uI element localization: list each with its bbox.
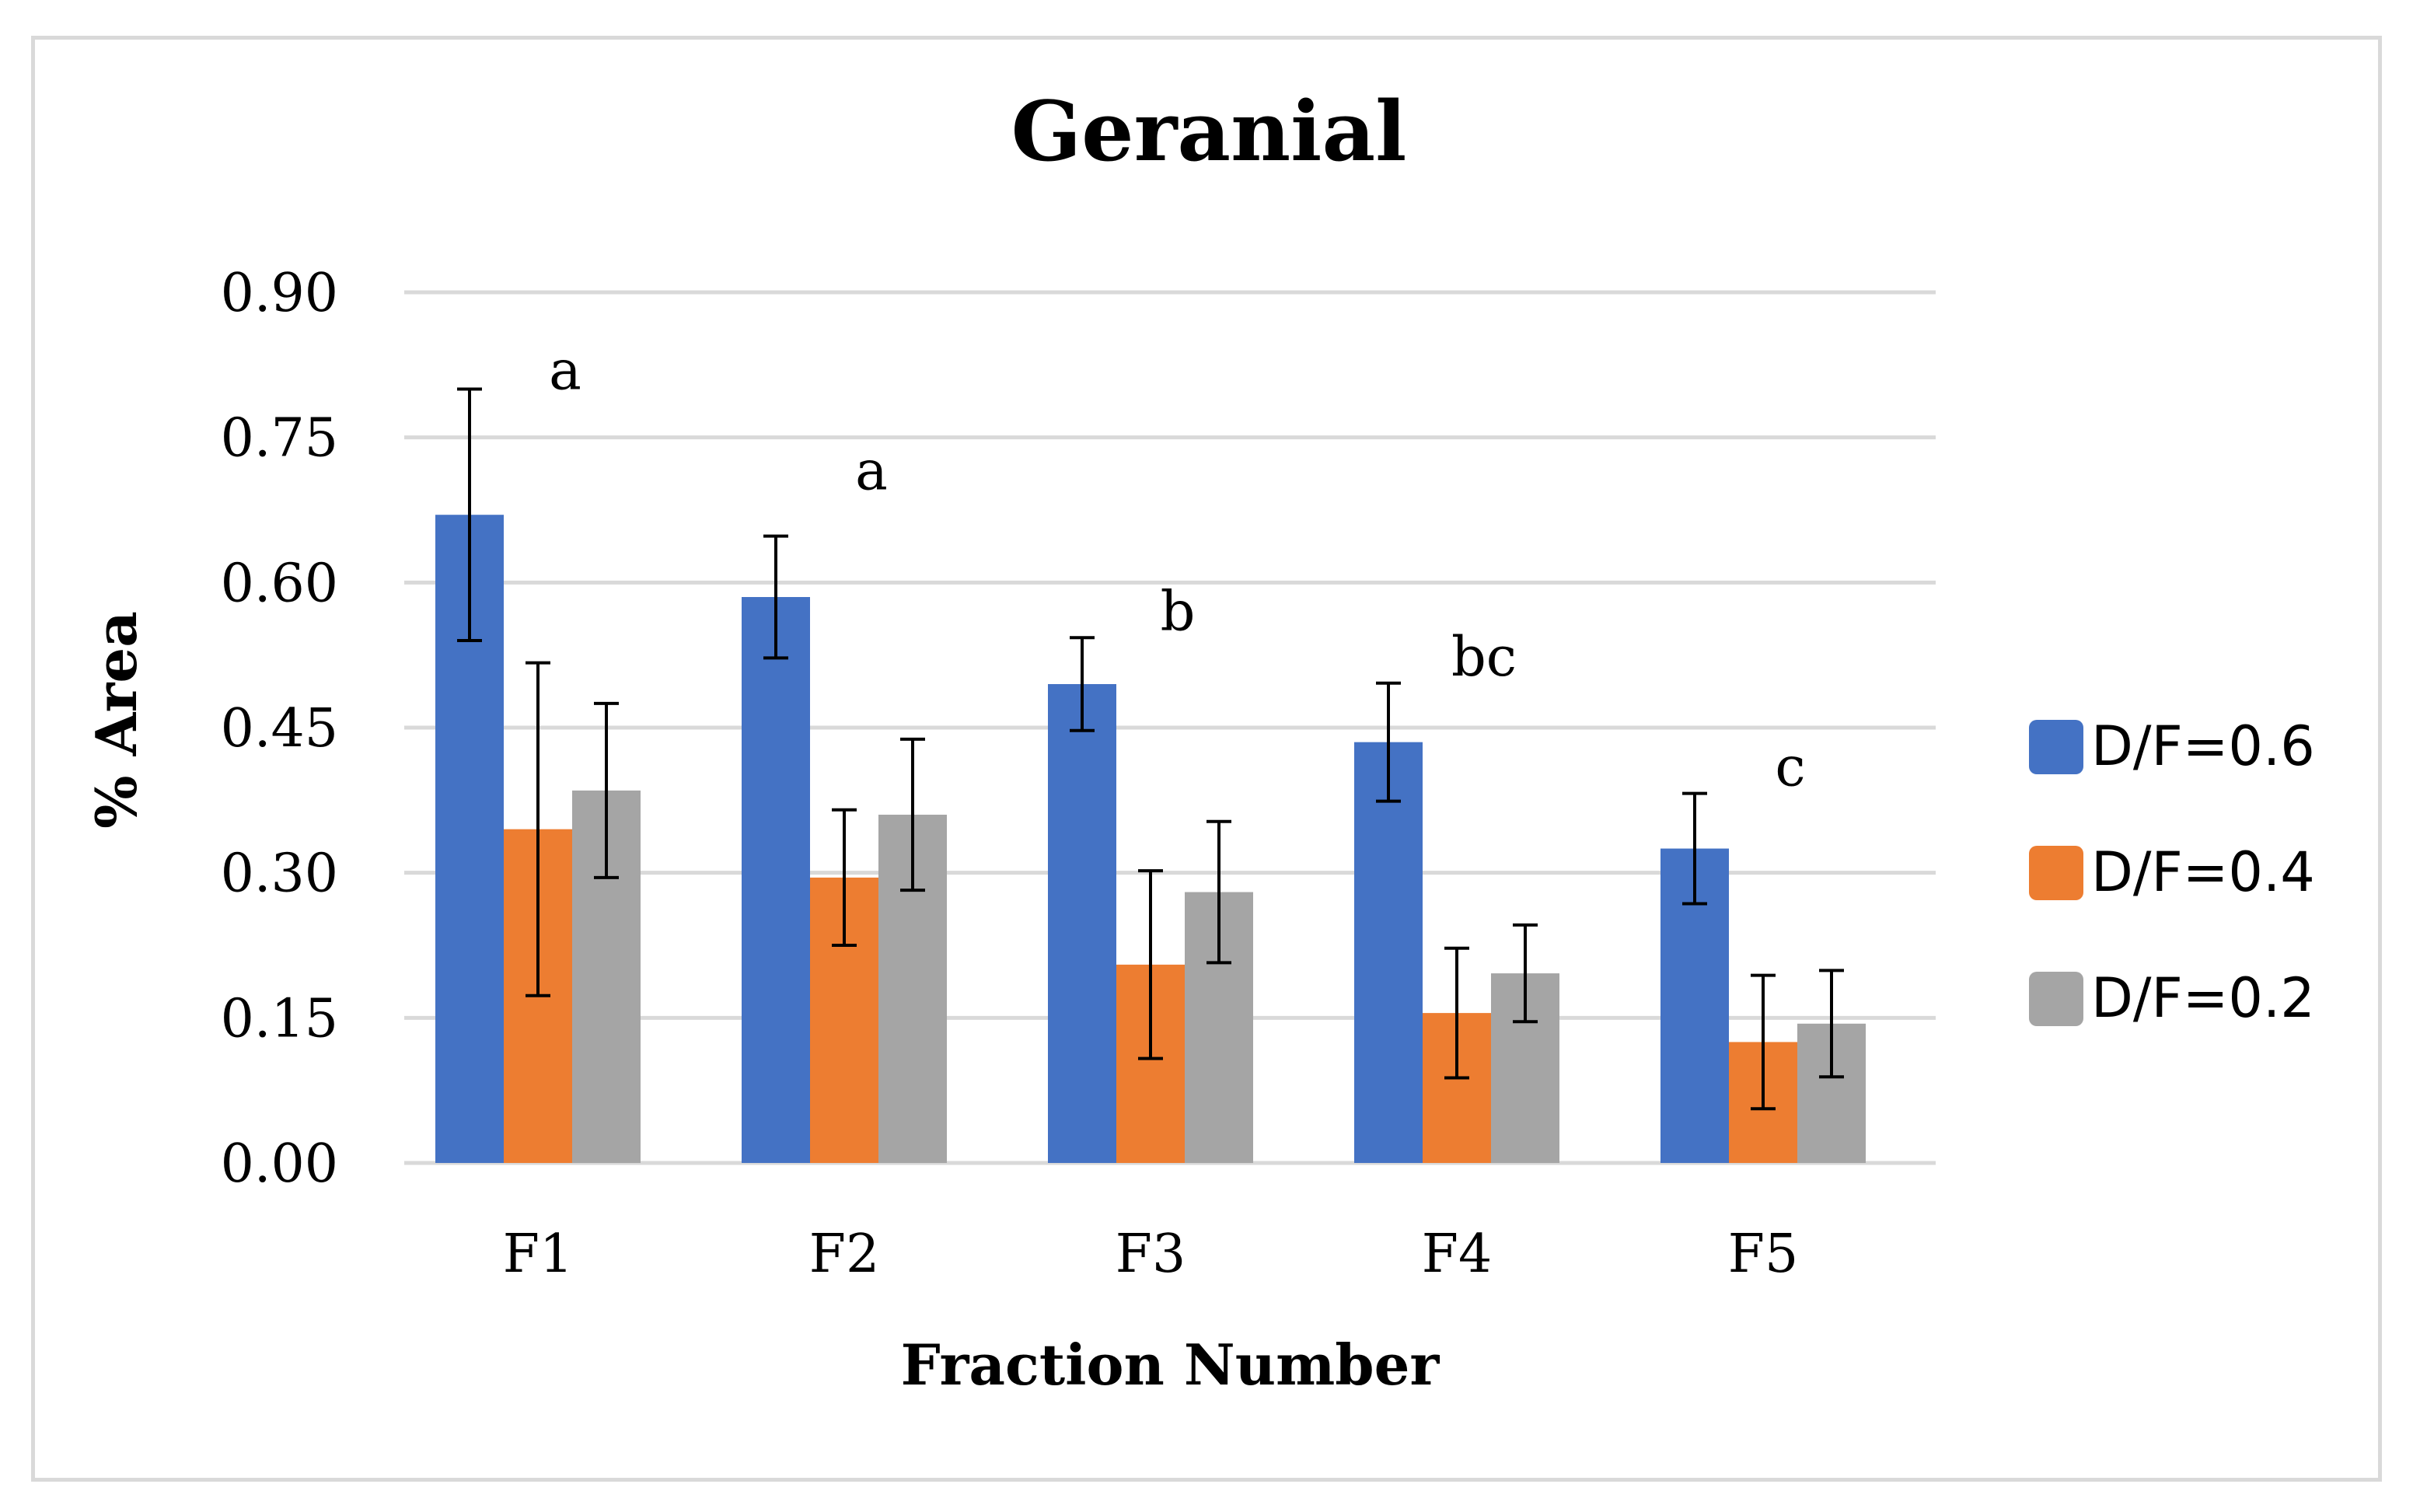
y-axis-title: % Area xyxy=(83,611,149,829)
x-tick-label: F1 xyxy=(503,1224,573,1285)
group-letter: b xyxy=(1161,579,1196,643)
legend-swatch xyxy=(2029,972,2083,1026)
error-bars xyxy=(457,387,1844,1111)
legend: D/F=0.6 D/F=0.4 D/F=0.2 xyxy=(2029,714,2315,1030)
bar-f2-series-1 xyxy=(742,597,810,1163)
group-letter: a xyxy=(855,439,888,503)
x-axis-title: Fraction Number xyxy=(901,1332,1440,1398)
grid-lines xyxy=(404,290,1936,1165)
y-tick-label: 0.15 xyxy=(221,988,338,1049)
y-tick-label: 0.30 xyxy=(221,843,338,905)
y-axis-ticks: 0.00 0.15 0.30 0.45 0.60 0.75 0.90 xyxy=(221,263,338,1195)
x-axis-ticks: F1 F2 F3 F4 F5 xyxy=(503,1224,1798,1285)
chart-svg: Geranial a a b bc c 0.00 0.15 0.30 0.45 0.60 0.75… xyxy=(83,82,2315,1398)
chart-frame: Geranial a a b bc c 0.00 0.15 0.30 0.45 0.60 0.75… xyxy=(31,36,2382,1482)
x-tick-label: F4 xyxy=(1422,1224,1492,1285)
bar-f4-series-1 xyxy=(1354,742,1423,1163)
x-tick-label: F3 xyxy=(1116,1224,1186,1285)
x-tick-label: F2 xyxy=(809,1224,879,1285)
x-tick-label: F5 xyxy=(1728,1224,1798,1285)
legend-label: D/F=0.6 xyxy=(2091,714,2315,778)
y-tick-label: 0.00 xyxy=(221,1133,338,1195)
legend-swatch xyxy=(2029,720,2083,774)
legend-label: D/F=0.2 xyxy=(2091,966,2315,1030)
y-tick-label: 0.90 xyxy=(221,263,338,324)
y-tick-label: 0.60 xyxy=(221,553,338,614)
group-letter: bc xyxy=(1451,625,1517,689)
y-tick-label: 0.75 xyxy=(221,408,338,470)
bars xyxy=(435,515,1866,1163)
group-letter: a xyxy=(549,338,581,402)
legend-swatch xyxy=(2029,846,2083,900)
group-annotations: a a b bc c xyxy=(549,338,1805,798)
bar-f3-series-1 xyxy=(1048,684,1116,1163)
legend-label: D/F=0.4 xyxy=(2091,840,2315,904)
y-tick-label: 0.45 xyxy=(221,698,338,759)
chart-title: Geranial xyxy=(1011,82,1407,180)
group-letter: c xyxy=(1775,735,1805,799)
